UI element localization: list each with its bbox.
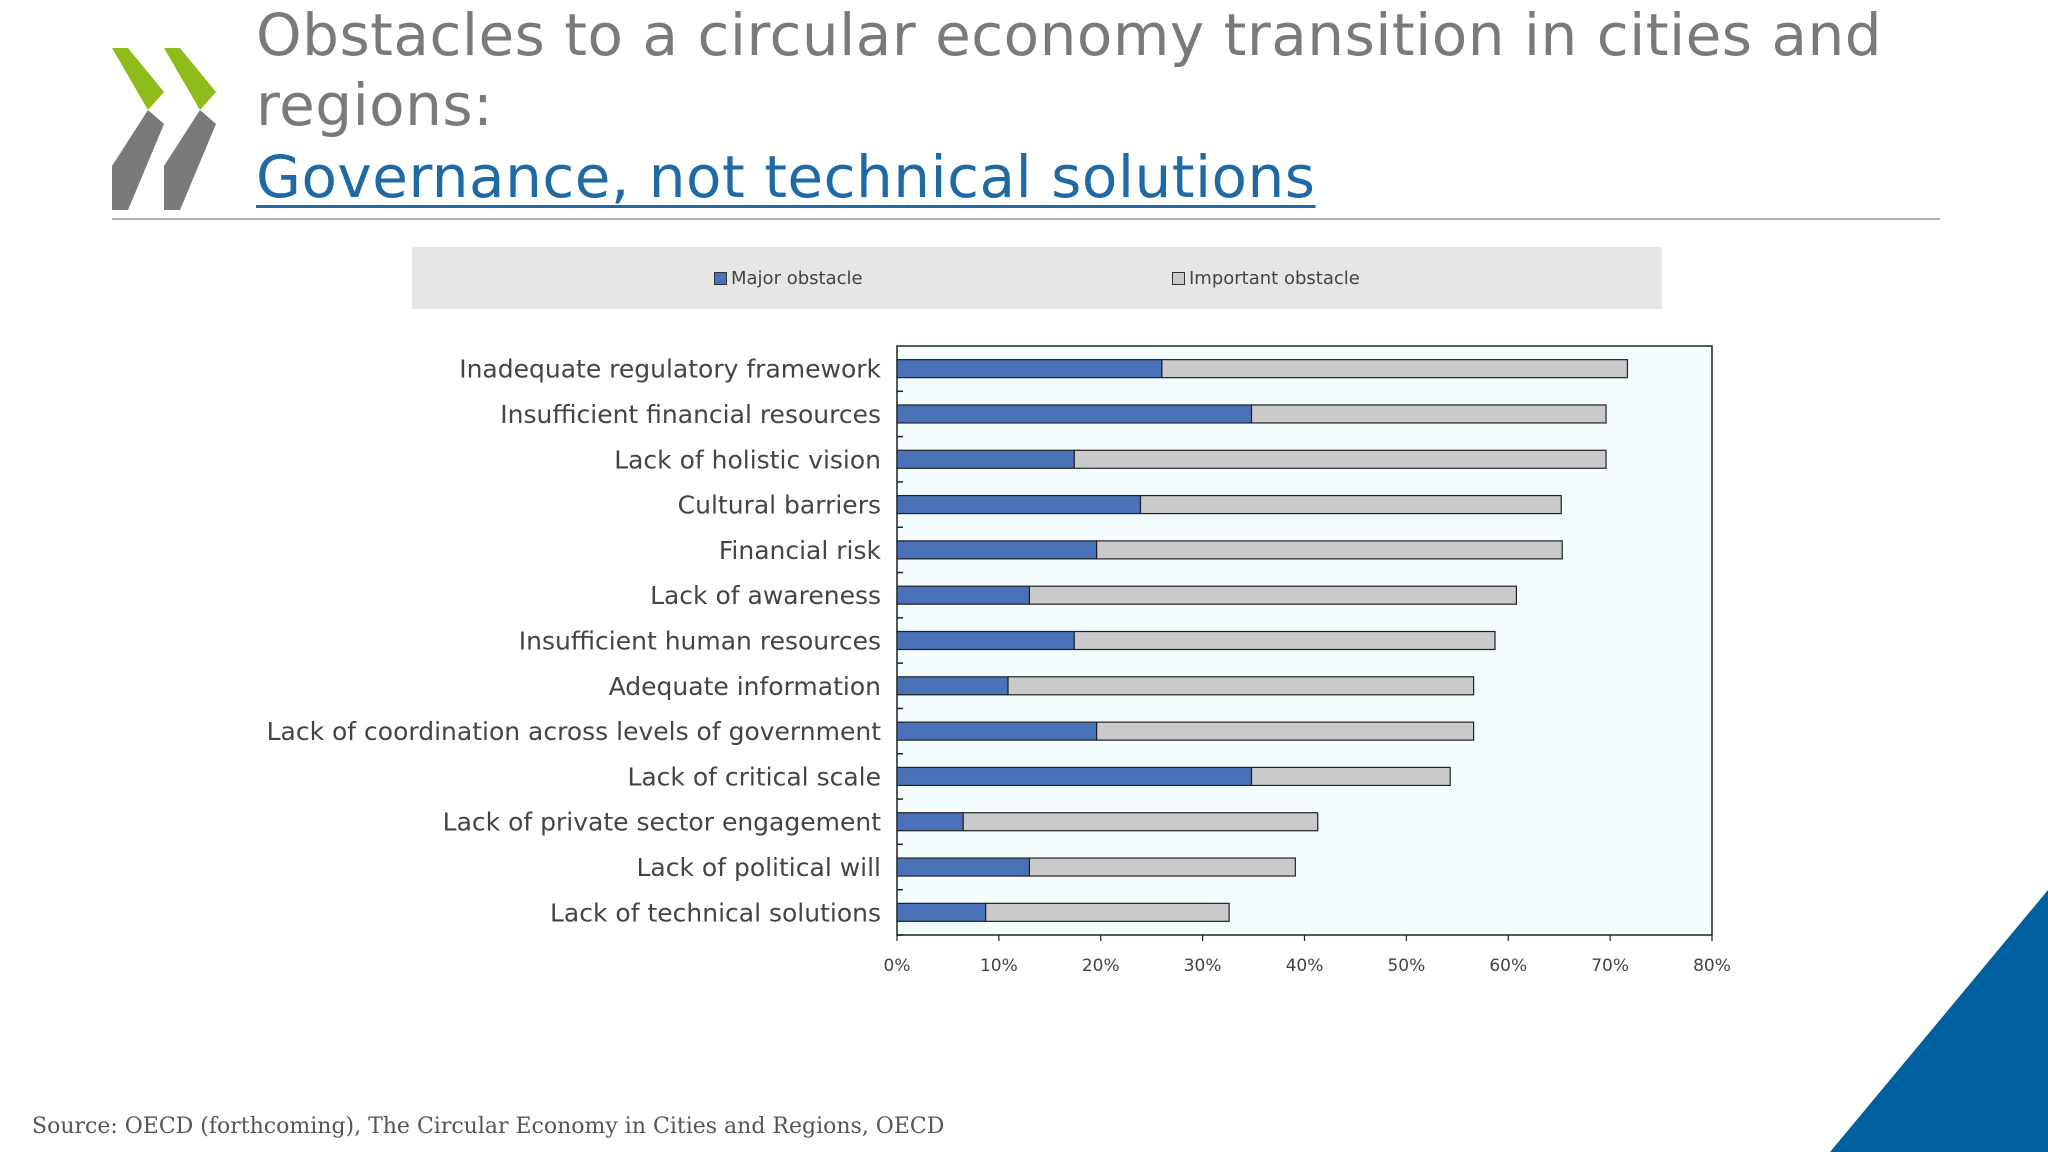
bar-important-obstacle xyxy=(1007,676,1475,696)
category-label: Lack of coordination across levels of go… xyxy=(267,717,882,746)
category-label: Financial risk xyxy=(719,536,882,565)
legend-item-important: Important obstacle xyxy=(1172,247,1360,309)
bar-major-obstacle xyxy=(896,494,1142,515)
category-label: Insufficient human resources xyxy=(519,627,881,656)
logo-gray-chevron-right xyxy=(164,110,216,210)
bar-important-obstacle xyxy=(962,812,1319,832)
x-tick-label: 60% xyxy=(1489,956,1527,976)
bar-major-obstacle xyxy=(896,540,1098,560)
legend-label-important: Important obstacle xyxy=(1189,267,1360,289)
legend-swatch-important xyxy=(1172,271,1185,285)
bar-important-obstacle xyxy=(1250,404,1607,424)
stacked-bar-chart: Inadequate regulatory framework Insuffici… xyxy=(267,345,1731,976)
x-tick-label: 80% xyxy=(1693,956,1731,976)
logo-green-chevron-left xyxy=(112,48,164,110)
x-tick-label: 40% xyxy=(1286,956,1324,976)
bar-important-obstacle xyxy=(985,902,1230,922)
category-label: Lack of awareness xyxy=(650,581,881,610)
bar-major-obstacle xyxy=(896,902,987,922)
x-tick-label: 10% xyxy=(980,956,1018,976)
chart-legend: Major obstacle Important obstacle xyxy=(412,247,1662,309)
logo-green-chevron-right xyxy=(164,48,216,110)
category-label: Lack of political will xyxy=(636,853,881,882)
legend-swatch-major xyxy=(714,271,727,285)
bar-major-obstacle xyxy=(896,857,1031,877)
legend-label-major: Major obstacle xyxy=(731,267,863,289)
x-tick-label: 0% xyxy=(884,956,911,976)
x-tick-label: 70% xyxy=(1591,956,1629,976)
bar-important-obstacle xyxy=(1028,585,1517,605)
category-label: Lack of technical solutions xyxy=(550,898,881,927)
category-label: Lack of holistic vision xyxy=(614,445,881,474)
slide-title-line-2: regions: xyxy=(256,71,494,139)
corner-accent xyxy=(1830,890,2048,1152)
logo-gray-chevron-left xyxy=(112,110,164,210)
bar-important-obstacle xyxy=(1250,766,1451,787)
bar-major-obstacle xyxy=(896,766,1253,787)
x-tick-label: 50% xyxy=(1387,956,1425,976)
bar-important-obstacle xyxy=(1096,540,1563,560)
x-tick-label: 30% xyxy=(1184,956,1222,976)
bar-major-obstacle xyxy=(896,812,964,832)
category-label: Lack of critical scale xyxy=(627,762,881,791)
category-label: Lack of private sector engagement xyxy=(443,808,882,837)
source-note: Source: OECD (forthcoming), The Circular… xyxy=(32,1114,945,1139)
x-tick-label: 20% xyxy=(1082,956,1120,976)
bar-important-obstacle xyxy=(1096,721,1475,741)
slide-subtitle-link[interactable]: Governance, not technical solutions xyxy=(256,143,1316,211)
slide-title-line-1: Obstacles to a circular economy transiti… xyxy=(256,1,1883,69)
category-label: Insufficient financial resources xyxy=(500,400,881,429)
oecd-logo xyxy=(112,48,216,210)
bar-major-obstacle xyxy=(896,359,1163,379)
bar-major-obstacle xyxy=(896,404,1253,424)
bar-important-obstacle xyxy=(1139,494,1562,515)
category-label: Inadequate regulatory framework xyxy=(459,355,881,384)
bar-important-obstacle xyxy=(1028,857,1296,877)
bar-major-obstacle xyxy=(896,449,1075,469)
bar-important-obstacle xyxy=(1161,359,1629,379)
bar-major-obstacle xyxy=(896,676,1009,696)
bar-important-obstacle xyxy=(1073,630,1496,651)
title-divider xyxy=(112,218,1940,220)
bar-major-obstacle xyxy=(896,585,1031,605)
legend-item-major: Major obstacle xyxy=(714,247,863,309)
bar-major-obstacle xyxy=(896,721,1098,741)
bar-major-obstacle xyxy=(896,630,1075,651)
category-label: Adequate information xyxy=(609,672,881,701)
bar-important-obstacle xyxy=(1073,449,1607,469)
category-label: Cultural barriers xyxy=(678,491,881,520)
